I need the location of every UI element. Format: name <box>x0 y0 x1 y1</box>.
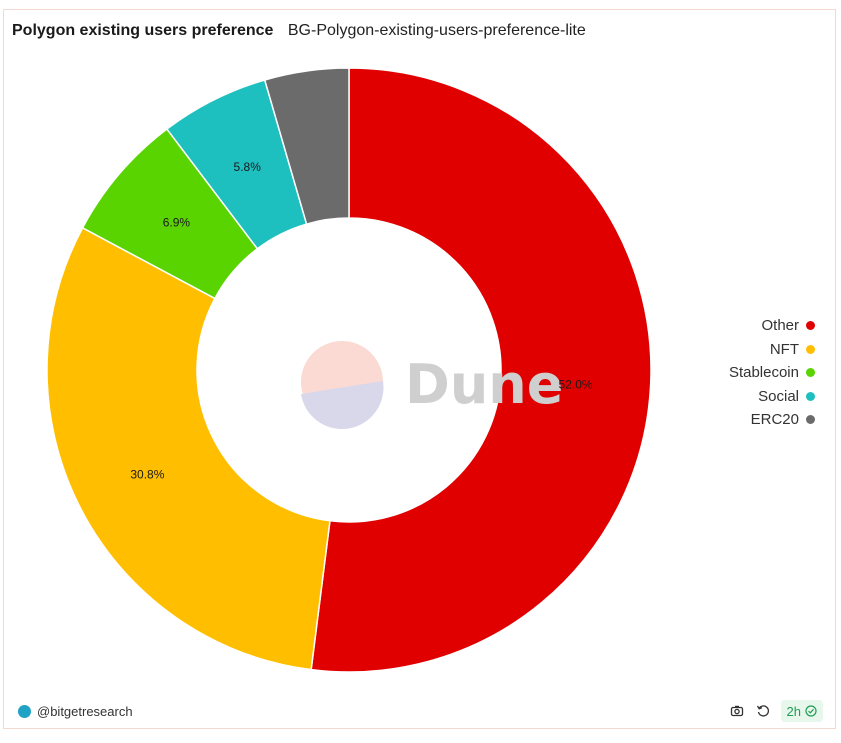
legend-label: Stablecoin <box>728 364 799 382</box>
query-name[interactable]: BG-Polygon-existing-users-preference-lit… <box>287 22 586 39</box>
legend-swatch <box>806 391 815 401</box>
legend-item-erc20[interactable]: ERC20 <box>700 408 815 432</box>
legend: Other NFT Stablecoin Social ERC20 <box>700 314 815 432</box>
legend-item-nft[interactable]: NFT <box>700 338 815 362</box>
data-label-social: 5.8% <box>234 160 262 174</box>
refresh-icon[interactable] <box>755 703 771 719</box>
refresh-age: 2h <box>786 703 801 719</box>
legend-label: NFT <box>769 340 799 358</box>
slice-other[interactable] <box>310 67 652 673</box>
legend-swatch <box>806 368 815 378</box>
footer-actions: 2h <box>729 700 823 722</box>
legend-label: Other <box>761 317 799 335</box>
data-label-other: 52.0% <box>559 377 593 391</box>
slice-erc20[interactable] <box>263 67 350 225</box>
author-name: @bitgetresearch <box>37 704 133 719</box>
author-link[interactable]: @bitgetresearch <box>18 704 133 719</box>
legend-swatch <box>806 344 815 354</box>
chart-header: Polygon existing users preference BG-Pol… <box>12 22 586 40</box>
legend-swatch <box>806 415 815 425</box>
legend-label: Social <box>758 387 799 405</box>
data-label-stablecoin: 6.9% <box>163 216 191 230</box>
dune-watermark: Dune <box>301 341 563 430</box>
legend-item-stablecoin[interactable]: Stablecoin <box>700 361 815 385</box>
slice-nft[interactable] <box>46 226 331 671</box>
legend-swatch <box>806 321 815 331</box>
avatar <box>18 705 31 718</box>
data-label-nft: 30.8% <box>130 467 164 481</box>
legend-item-other[interactable]: Other <box>700 314 815 338</box>
legend-label: ERC20 <box>750 411 799 429</box>
camera-icon[interactable] <box>729 703 745 719</box>
chart-title: Polygon existing users preference <box>12 22 274 39</box>
legend-item-social[interactable]: Social <box>700 385 815 409</box>
refresh-age-badge[interactable]: 2h <box>780 700 823 722</box>
check-circle-icon <box>805 705 817 717</box>
watermark-text: Dune <box>405 353 563 416</box>
